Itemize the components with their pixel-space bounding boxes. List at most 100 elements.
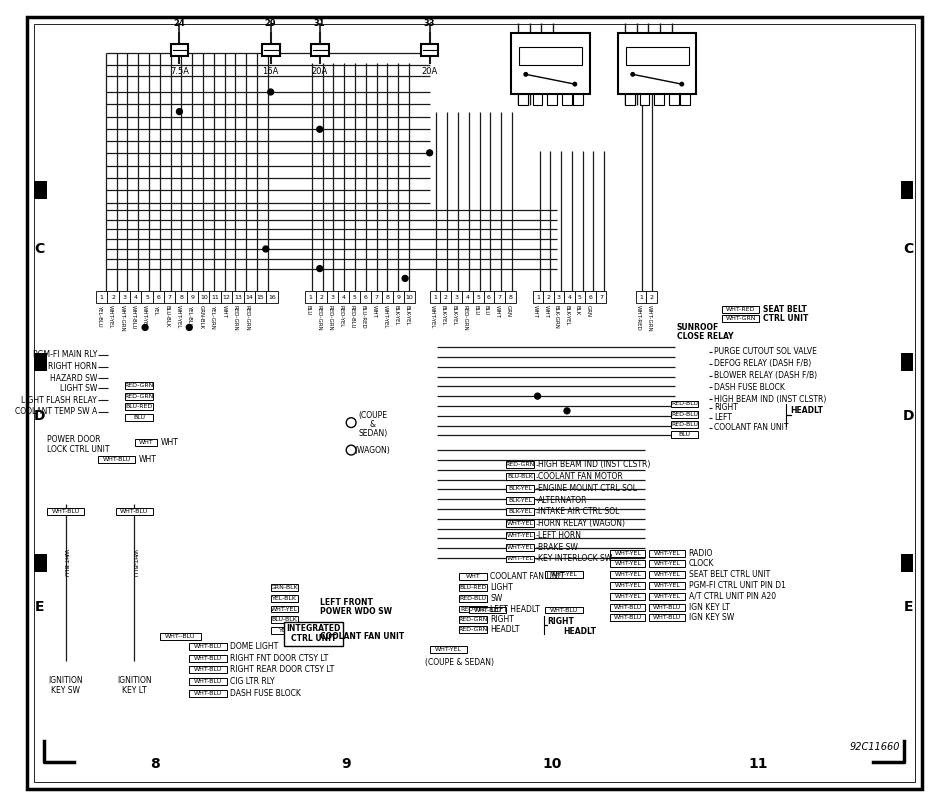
Text: COOLANT FAN UNIT: COOLANT FAN UNIT [714,423,789,432]
Text: RED-YEL: RED-YEL [339,305,343,327]
Bar [441,291,451,303]
Text: RED-BLU: RED-BLU [671,413,698,418]
Bar [187,291,198,303]
Bar [610,614,645,621]
Text: YEL-GRN: YEL-GRN [210,305,215,329]
Bar [519,47,581,64]
Text: HAZARD SW: HAZARD SW [49,374,97,383]
Bar [722,315,759,322]
Text: WHT: WHT [139,440,153,445]
Text: WHT-BLU: WHT-BLU [193,644,222,649]
Bar [655,94,664,105]
Text: WHT-YEL: WHT-YEL [430,305,435,328]
Bar [153,291,164,303]
Text: BLU-BLK: BLU-BLK [165,305,170,327]
Text: WHT-BLU: WHT-BLU [51,509,80,514]
Text: KEY INTERLOCK SW: KEY INTERLOCK SW [538,555,612,563]
Bar [130,291,141,303]
Text: 5: 5 [578,294,582,300]
Text: 6: 6 [364,294,367,300]
Text: 5: 5 [145,294,149,300]
Text: 8: 8 [150,757,160,771]
Text: CTRL UNIT: CTRL UNIT [764,314,808,323]
Bar [506,473,534,480]
Bar [271,584,299,591]
Text: BLU: BLU [133,415,145,420]
Text: 31: 31 [314,19,326,28]
Bar [382,291,393,303]
Bar [484,291,495,303]
Text: 4: 4 [134,294,138,300]
Text: 14: 14 [246,294,253,300]
Bar [626,47,688,64]
Bar [34,353,47,371]
Text: WHT: WHT [161,438,179,447]
Bar [316,291,327,303]
Text: 5: 5 [352,294,356,300]
Text: YEL: YEL [279,628,290,634]
Text: WHT-BLU: WHT-BLU [193,655,222,661]
Bar [649,571,684,578]
Text: GRN-BLK: GRN-BLK [271,585,299,590]
Bar [649,582,684,589]
Bar [671,431,698,438]
Bar [671,422,698,428]
Bar [176,291,187,303]
Bar [360,291,371,303]
Text: RIGHT: RIGHT [548,617,574,626]
Text: 3: 3 [455,294,458,300]
Text: BLK-YEL: BLK-YEL [508,497,532,503]
Text: RED-GRN: RED-GRN [125,393,153,399]
Text: WHT-YEL: WHT-YEL [615,562,642,567]
Text: 15: 15 [257,294,264,300]
Bar [459,584,486,591]
Bar [271,627,299,634]
Text: RIGHT: RIGHT [490,615,514,625]
Text: WHT-YEL: WHT-YEL [615,594,642,599]
Text: 7: 7 [599,294,603,300]
Text: 20A: 20A [312,68,328,77]
Circle shape [631,72,635,77]
Circle shape [263,246,269,252]
Text: 10: 10 [405,294,413,300]
Text: LEFT HEADLT: LEFT HEADLT [490,604,540,613]
Text: BLU-RED: BLU-RED [459,585,486,590]
Text: HEADLT: HEADLT [490,625,520,634]
Bar [671,411,698,418]
Text: RIGHT REAR DOOR CTSY LT: RIGHT REAR DOOR CTSY LT [231,666,335,675]
Text: BLU-BLK: BLU-BLK [507,474,533,479]
Text: CLOSE RELAY: CLOSE RELAY [677,332,734,341]
Text: COOLANT TEMP SW A: COOLANT TEMP SW A [15,407,97,417]
Text: PURGE CUTOUT SOL VALVE: PURGE CUTOUT SOL VALVE [714,347,817,356]
Bar [459,617,486,623]
Text: BLK-YEL: BLK-YEL [393,305,398,326]
Bar [649,560,684,567]
Bar [126,393,153,400]
Text: D: D [33,409,45,423]
Bar [232,291,244,303]
Bar [610,550,645,557]
Bar [545,571,583,578]
Bar [462,291,472,303]
Text: BLK: BLK [575,305,580,315]
Text: 2: 2 [111,294,115,300]
Text: HIGH BEAM IND (INST CLSTR): HIGH BEAM IND (INST CLSTR) [538,460,650,469]
Bar [649,593,684,600]
Text: RED-GRN: RED-GRN [125,383,153,388]
Text: RIGHT FNT DOOR CTSY LT: RIGHT FNT DOOR CTSY LT [231,654,328,663]
Text: C: C [903,242,913,256]
Bar [543,291,553,303]
Bar [311,44,328,56]
Text: 7: 7 [167,294,172,300]
Text: 2: 2 [650,294,654,300]
Text: A/T CTRL UNIT PIN A20: A/T CTRL UNIT PIN A20 [688,592,776,600]
Text: WHT-YEL: WHT-YEL [507,533,533,538]
Text: WHT: WHT [495,305,499,318]
Text: 10: 10 [200,294,207,300]
Text: RED-BLU: RED-BLU [350,305,354,328]
Text: 20A: 20A [421,68,438,77]
Text: BLK-YEL: BLK-YEL [452,305,457,326]
Text: RED-BLU: RED-BLU [671,422,698,427]
Text: WHT-YEL: WHT-YEL [615,550,642,555]
Text: WHT-YEL: WHT-YEL [435,646,461,652]
